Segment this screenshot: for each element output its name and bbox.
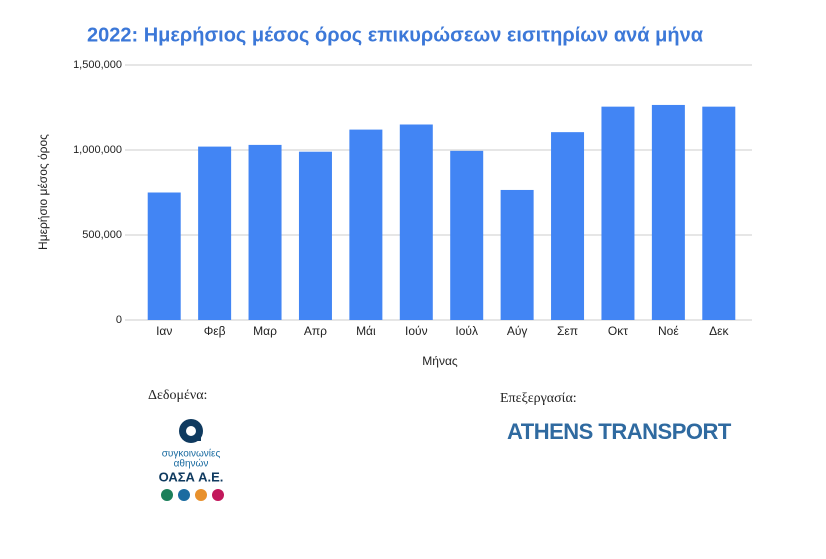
x-tick-label: Μαρ xyxy=(253,324,277,338)
oasa-logo: συγκοινωνίες αθηνών ΟΑΣΑ Α.Ε. xyxy=(159,419,224,501)
processing-label: Επεξεργασία: xyxy=(500,391,577,406)
x-tick-label: Ιούλ xyxy=(455,324,478,338)
x-tick-label: Μάι xyxy=(356,324,376,338)
bar xyxy=(248,144,282,320)
bar xyxy=(349,129,383,320)
x-tick-label: Νοέ xyxy=(658,324,679,338)
y-tick-label: 1,000,000 xyxy=(73,144,122,156)
x-tick-label: Ιαν xyxy=(156,324,172,338)
bar xyxy=(198,146,232,320)
logo-text: αθηνών xyxy=(174,458,209,470)
bar xyxy=(298,151,332,320)
x-axis-title: Μήνας xyxy=(422,354,458,368)
x-tick-label: Αύγ xyxy=(507,324,528,338)
bar xyxy=(147,192,181,320)
y-tick-label: 500,000 xyxy=(82,229,122,241)
y-axis-title: Ημερήσιο μέσος όρος xyxy=(36,134,50,250)
bar xyxy=(399,124,433,320)
x-tick-label: Δεκ xyxy=(709,324,729,338)
processor-name: ATHENS TRANSPORT xyxy=(507,419,732,444)
logo-text: συγκοινωνίες xyxy=(162,448,221,460)
bar xyxy=(601,106,635,321)
bar xyxy=(450,150,484,320)
x-tick-label: Ιούν xyxy=(405,324,428,338)
y-tick-label: 1,500,000 xyxy=(73,59,122,71)
x-tick-label: Απρ xyxy=(304,324,327,338)
y-tick-label: 0 xyxy=(116,314,122,326)
bar xyxy=(651,104,685,320)
x-tick-label: Οκτ xyxy=(608,324,628,338)
bar xyxy=(500,189,534,320)
bar xyxy=(551,132,585,320)
data-label: Δεδομένα: xyxy=(148,388,207,403)
x-tick-label: Φεβ xyxy=(204,324,226,338)
chart-title: 2022: Ημερήσιος μέσος όρος επικυρώσεων ε… xyxy=(87,24,704,46)
logo-name: ΟΑΣΑ Α.Ε. xyxy=(159,469,224,484)
bar xyxy=(702,106,736,321)
x-tick-label: Σεπ xyxy=(557,324,578,338)
